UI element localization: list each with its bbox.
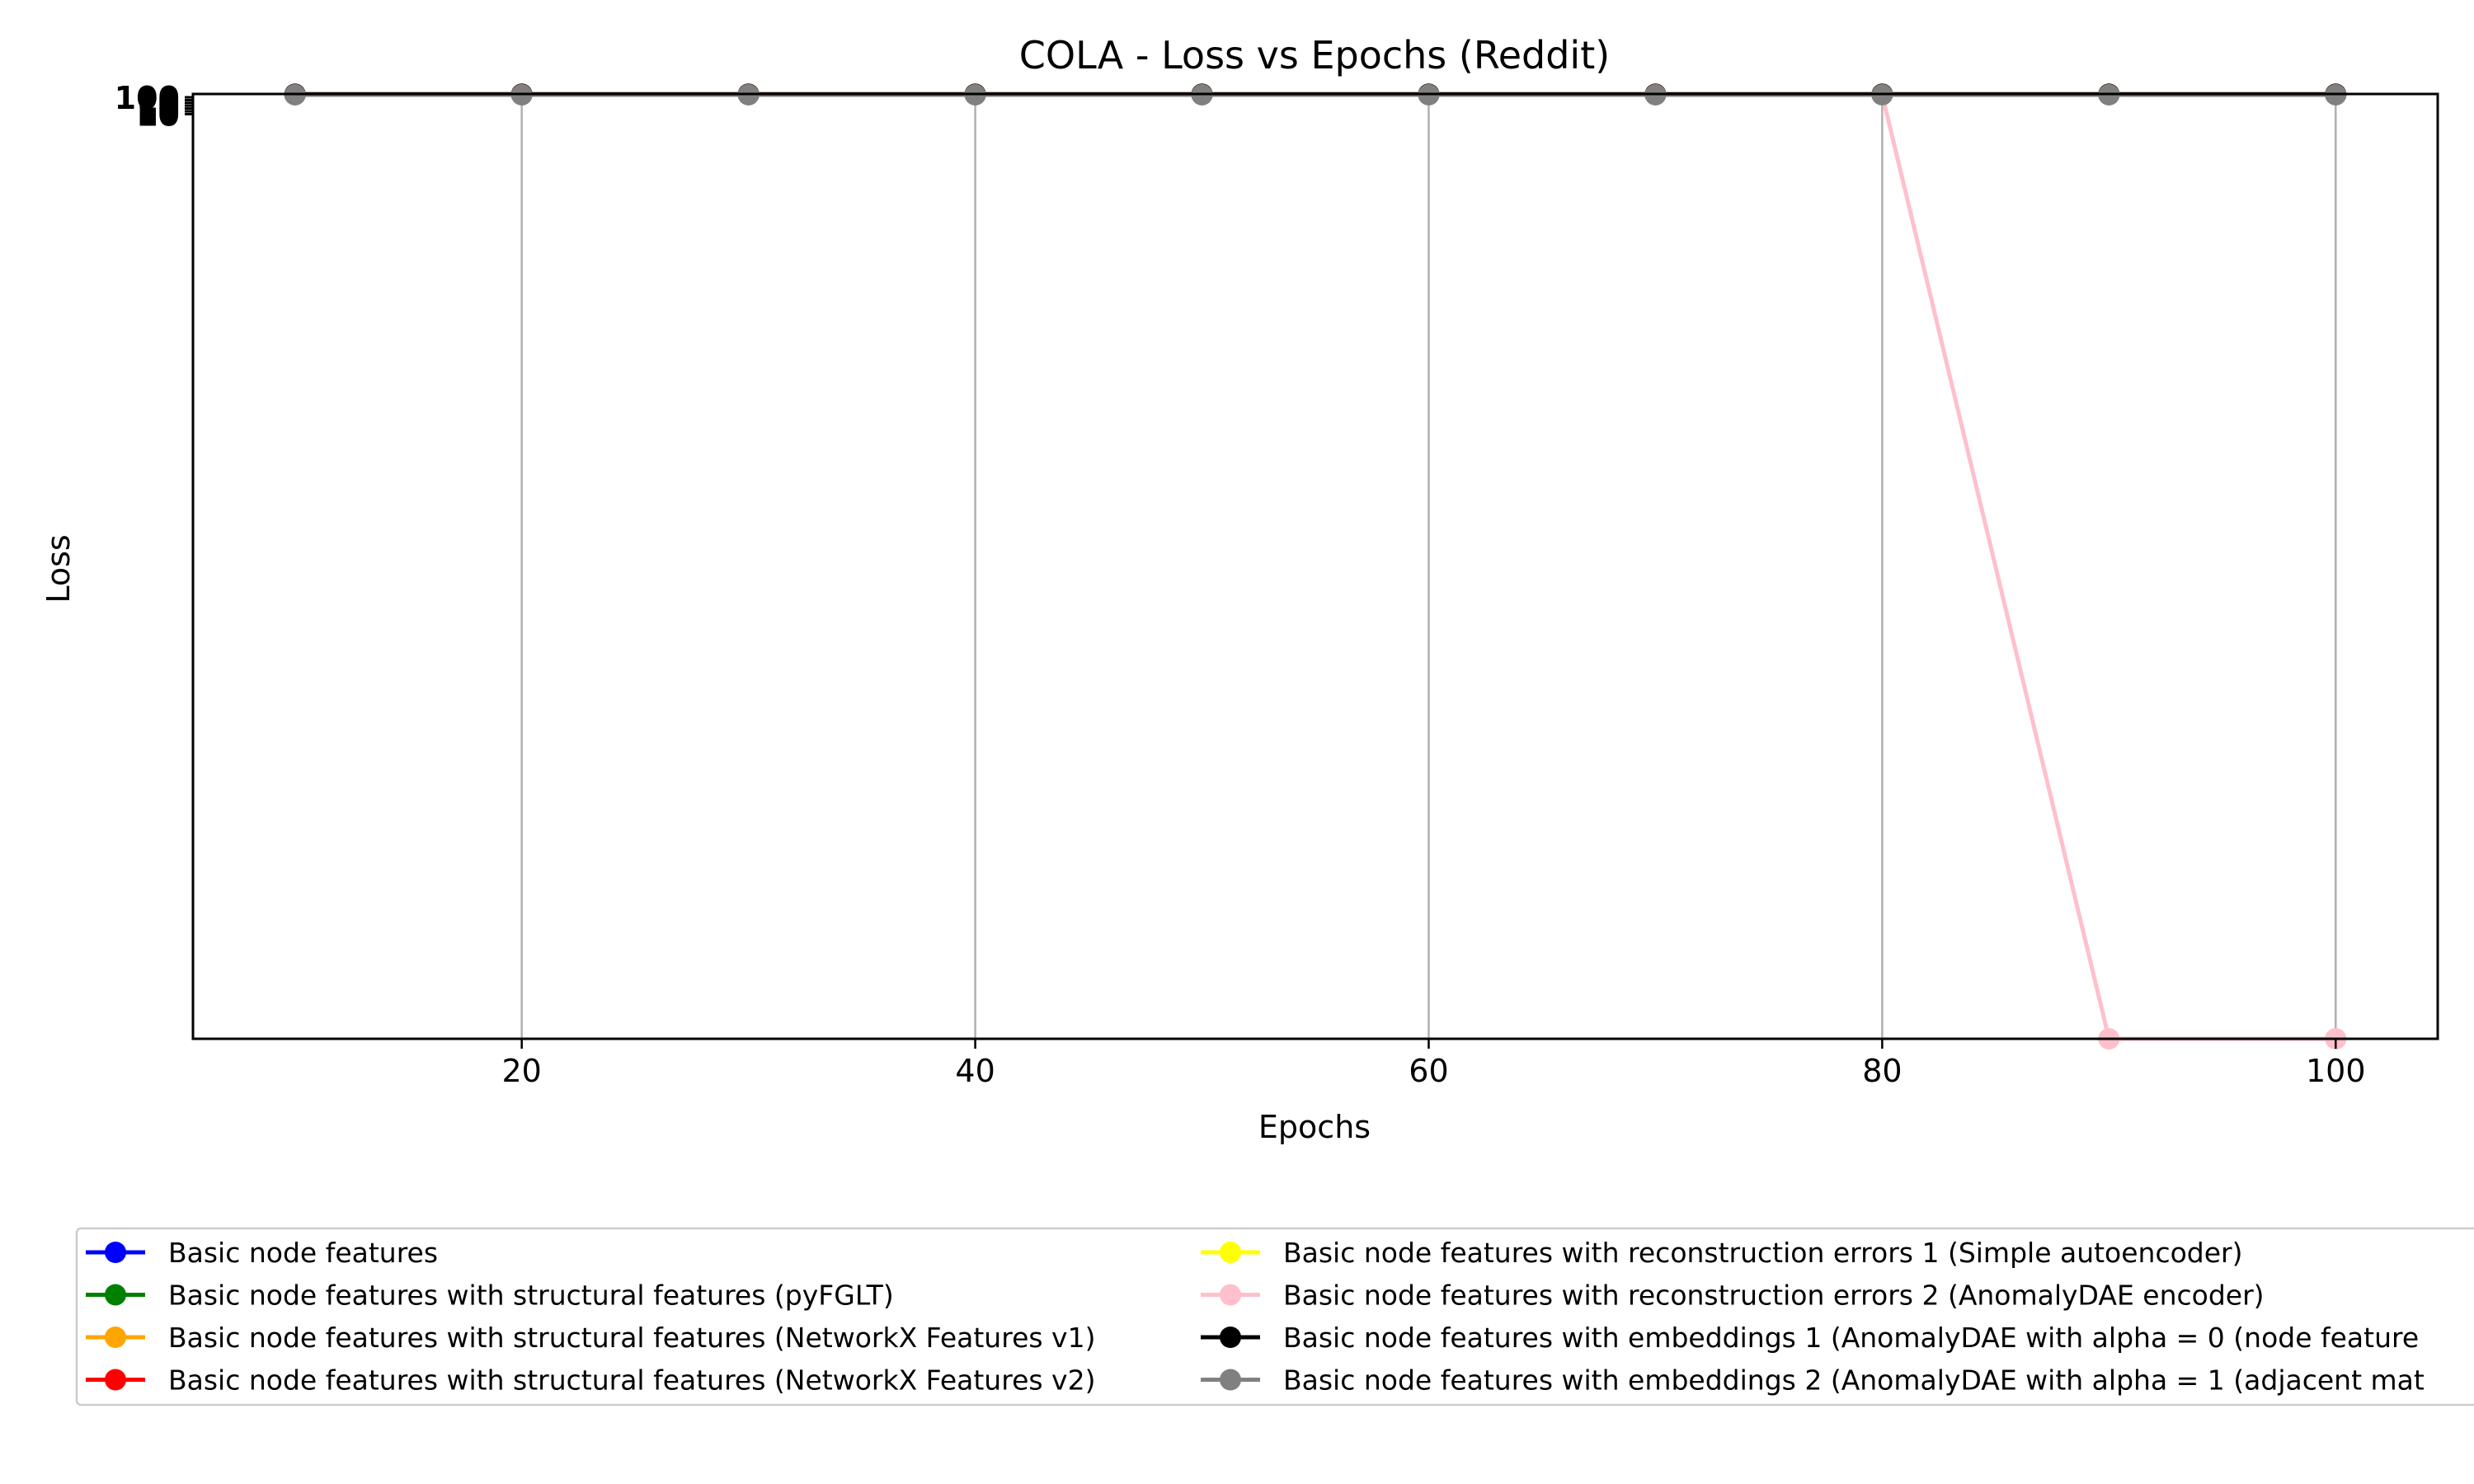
legend-label: Basic node features with reconstruction …: [1283, 1280, 2265, 1312]
y-tick-label: 10: [136, 92, 180, 128]
legend-label: Basic node features with embeddings 2 (A…: [1283, 1364, 2425, 1397]
chart-title: COLA - Loss vs Epochs (Reddit): [1019, 33, 1610, 77]
legend-marker: [105, 1369, 126, 1391]
legend-marker: [1220, 1242, 1241, 1263]
legend-marker: [1220, 1284, 1241, 1306]
legend-label: Basic node features: [168, 1237, 438, 1269]
y-tick-label: 10: [136, 82, 180, 119]
legend-label: Basic node features with reconstruction …: [1283, 1237, 2243, 1269]
x-tick-label: 20: [501, 1053, 541, 1089]
x-tick-label: 60: [1409, 1053, 1448, 1089]
y-tick-label: 10: [136, 96, 180, 133]
y-axis-label: Loss: [40, 534, 77, 603]
legend-label: Basic node features with structural feat…: [168, 1322, 1095, 1354]
legend-marker: [105, 1327, 126, 1348]
legend: Basic node features Basic node features w…: [75, 1227, 2474, 1407]
legend-frame: [75, 1227, 2474, 1407]
x-tick-label: 100: [2306, 1053, 2366, 1089]
legend-label: Basic node features with embeddings 1 (A…: [1283, 1322, 2419, 1354]
legend-label: Basic node features with structural feat…: [168, 1364, 1095, 1397]
legend-label: Basic node features with structural feat…: [168, 1280, 894, 1312]
legend-marker: [105, 1242, 126, 1263]
y-tick-label: 10: [136, 88, 180, 124]
x-axis: 20 40 60 80 100: [501, 1039, 2366, 1089]
x-tick-label: 80: [1862, 1053, 1902, 1089]
x-tick-label: 40: [955, 1053, 995, 1089]
plot-frame: [191, 92, 2439, 1040]
legend-marker: [105, 1284, 126, 1306]
x-axis-label: Epochs: [1258, 1109, 1371, 1145]
y-tick-label: 10: [136, 94, 180, 130]
y-tick-label: 100: [115, 80, 180, 116]
legend-marker: [1220, 1327, 1241, 1348]
x-grid: [520, 94, 2337, 1039]
legend-marker: [1220, 1369, 1241, 1391]
y-tick-label: 10: [136, 86, 180, 122]
